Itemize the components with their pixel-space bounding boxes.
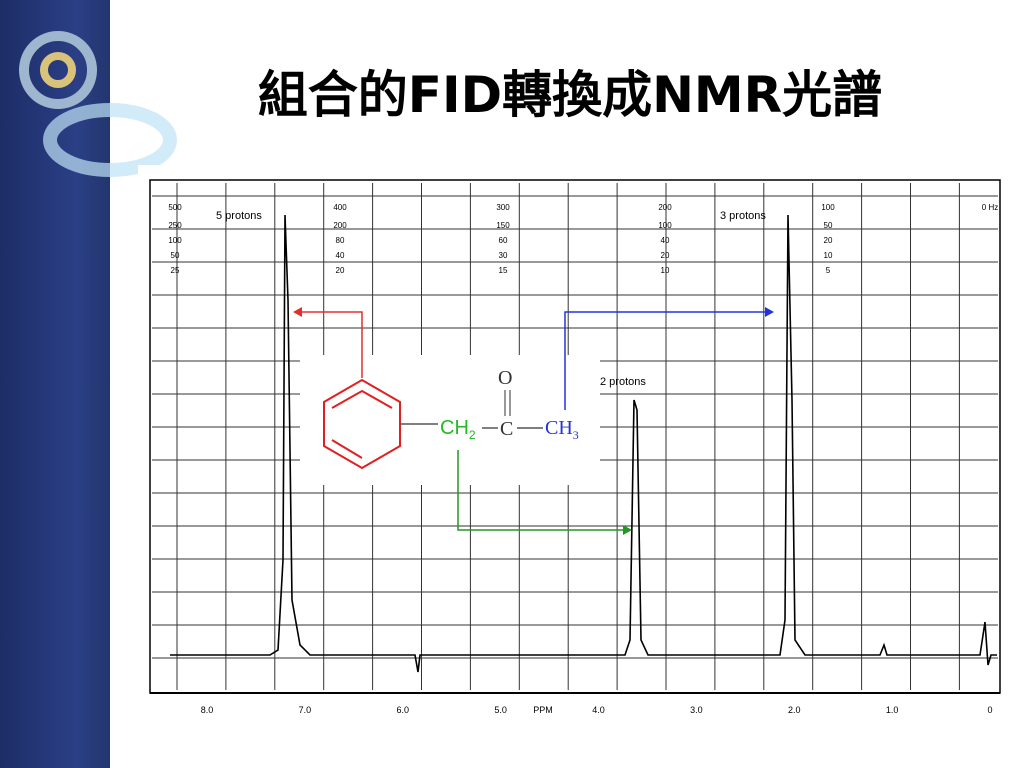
scale-label: 15: [499, 266, 508, 275]
slide-title: 組合的FID轉換成NMR光譜: [257, 66, 883, 124]
arrowhead: [765, 307, 774, 317]
benzene-ring: [323, 378, 401, 470]
grid: [152, 183, 998, 690]
scale-label: 20: [661, 251, 670, 260]
ppm-label: 6.0: [396, 705, 409, 715]
arrowhead: [293, 307, 302, 317]
scale-label: 80: [336, 236, 345, 245]
scale-label: 150: [496, 221, 510, 230]
carbonyl-c: C: [500, 418, 513, 440]
ch3-text: CH: [545, 417, 573, 439]
ppm-label: 7.0: [299, 705, 312, 715]
oxygen: O: [498, 367, 512, 389]
ppm-label: 2.0: [788, 705, 801, 715]
arrow-green: [457, 450, 624, 531]
ch2-text: CH: [440, 417, 469, 439]
scale-label: 100: [168, 236, 182, 245]
molecule-box: [300, 355, 600, 485]
scale-label: 50: [171, 251, 180, 260]
ppm-label: 5.0: [494, 705, 507, 715]
logo-ring: [19, 31, 97, 109]
scale-label: 10: [824, 251, 833, 260]
ppm-label: 3.0: [690, 705, 703, 715]
hz-label: 500: [168, 203, 182, 212]
scale-label: 250: [168, 221, 182, 230]
arrowhead: [623, 525, 632, 535]
swoosh: [43, 103, 177, 177]
peak-label: 3 protons: [720, 210, 766, 222]
hz-label: 0 Hz: [982, 203, 998, 212]
scale-label: 30: [499, 251, 508, 260]
ch2-sub: 2: [469, 428, 476, 442]
axis-label: PPM: [533, 705, 553, 715]
ch3-sub: 3: [573, 428, 579, 442]
arrow-red: [300, 311, 363, 378]
ch2-group: CH2: [440, 417, 476, 442]
benzene-bond: [331, 439, 363, 459]
ppm-label: 1.0: [886, 705, 899, 715]
scale-label: 40: [336, 251, 345, 260]
ppm-label: 0: [987, 705, 992, 715]
hz-label: 400: [333, 203, 347, 212]
scale-label: 60: [499, 236, 508, 245]
scale-label: 40: [661, 236, 670, 245]
logo: [19, 31, 177, 177]
peak-label: 2 protons: [600, 376, 646, 388]
scale-label: 20: [824, 236, 833, 245]
scale-label: 100: [658, 221, 672, 230]
scale-label: 20: [336, 266, 345, 275]
nmr-spectrum: 5 protons 2 protons 3 protons PPM 8.0 7.0…: [138, 165, 1010, 720]
logo-core: [40, 52, 76, 88]
hz-label: 200: [658, 203, 672, 212]
spectrum-trace: [170, 214, 997, 673]
scale-label: 10: [661, 266, 670, 275]
benzene-bond: [331, 389, 393, 409]
peak-label: 5 protons: [216, 210, 262, 222]
ch3-group: CH3: [545, 417, 579, 442]
scale-label: 25: [171, 266, 180, 275]
scale-label: 200: [333, 221, 347, 230]
hz-label: 300: [496, 203, 510, 212]
ppm-label: 8.0: [201, 705, 214, 715]
arrow-blue: [564, 311, 766, 410]
ppm-label: 4.0: [592, 705, 605, 715]
scale-label: 50: [824, 221, 833, 230]
scale-label: 5: [826, 266, 831, 275]
hz-label: 100: [821, 203, 835, 212]
